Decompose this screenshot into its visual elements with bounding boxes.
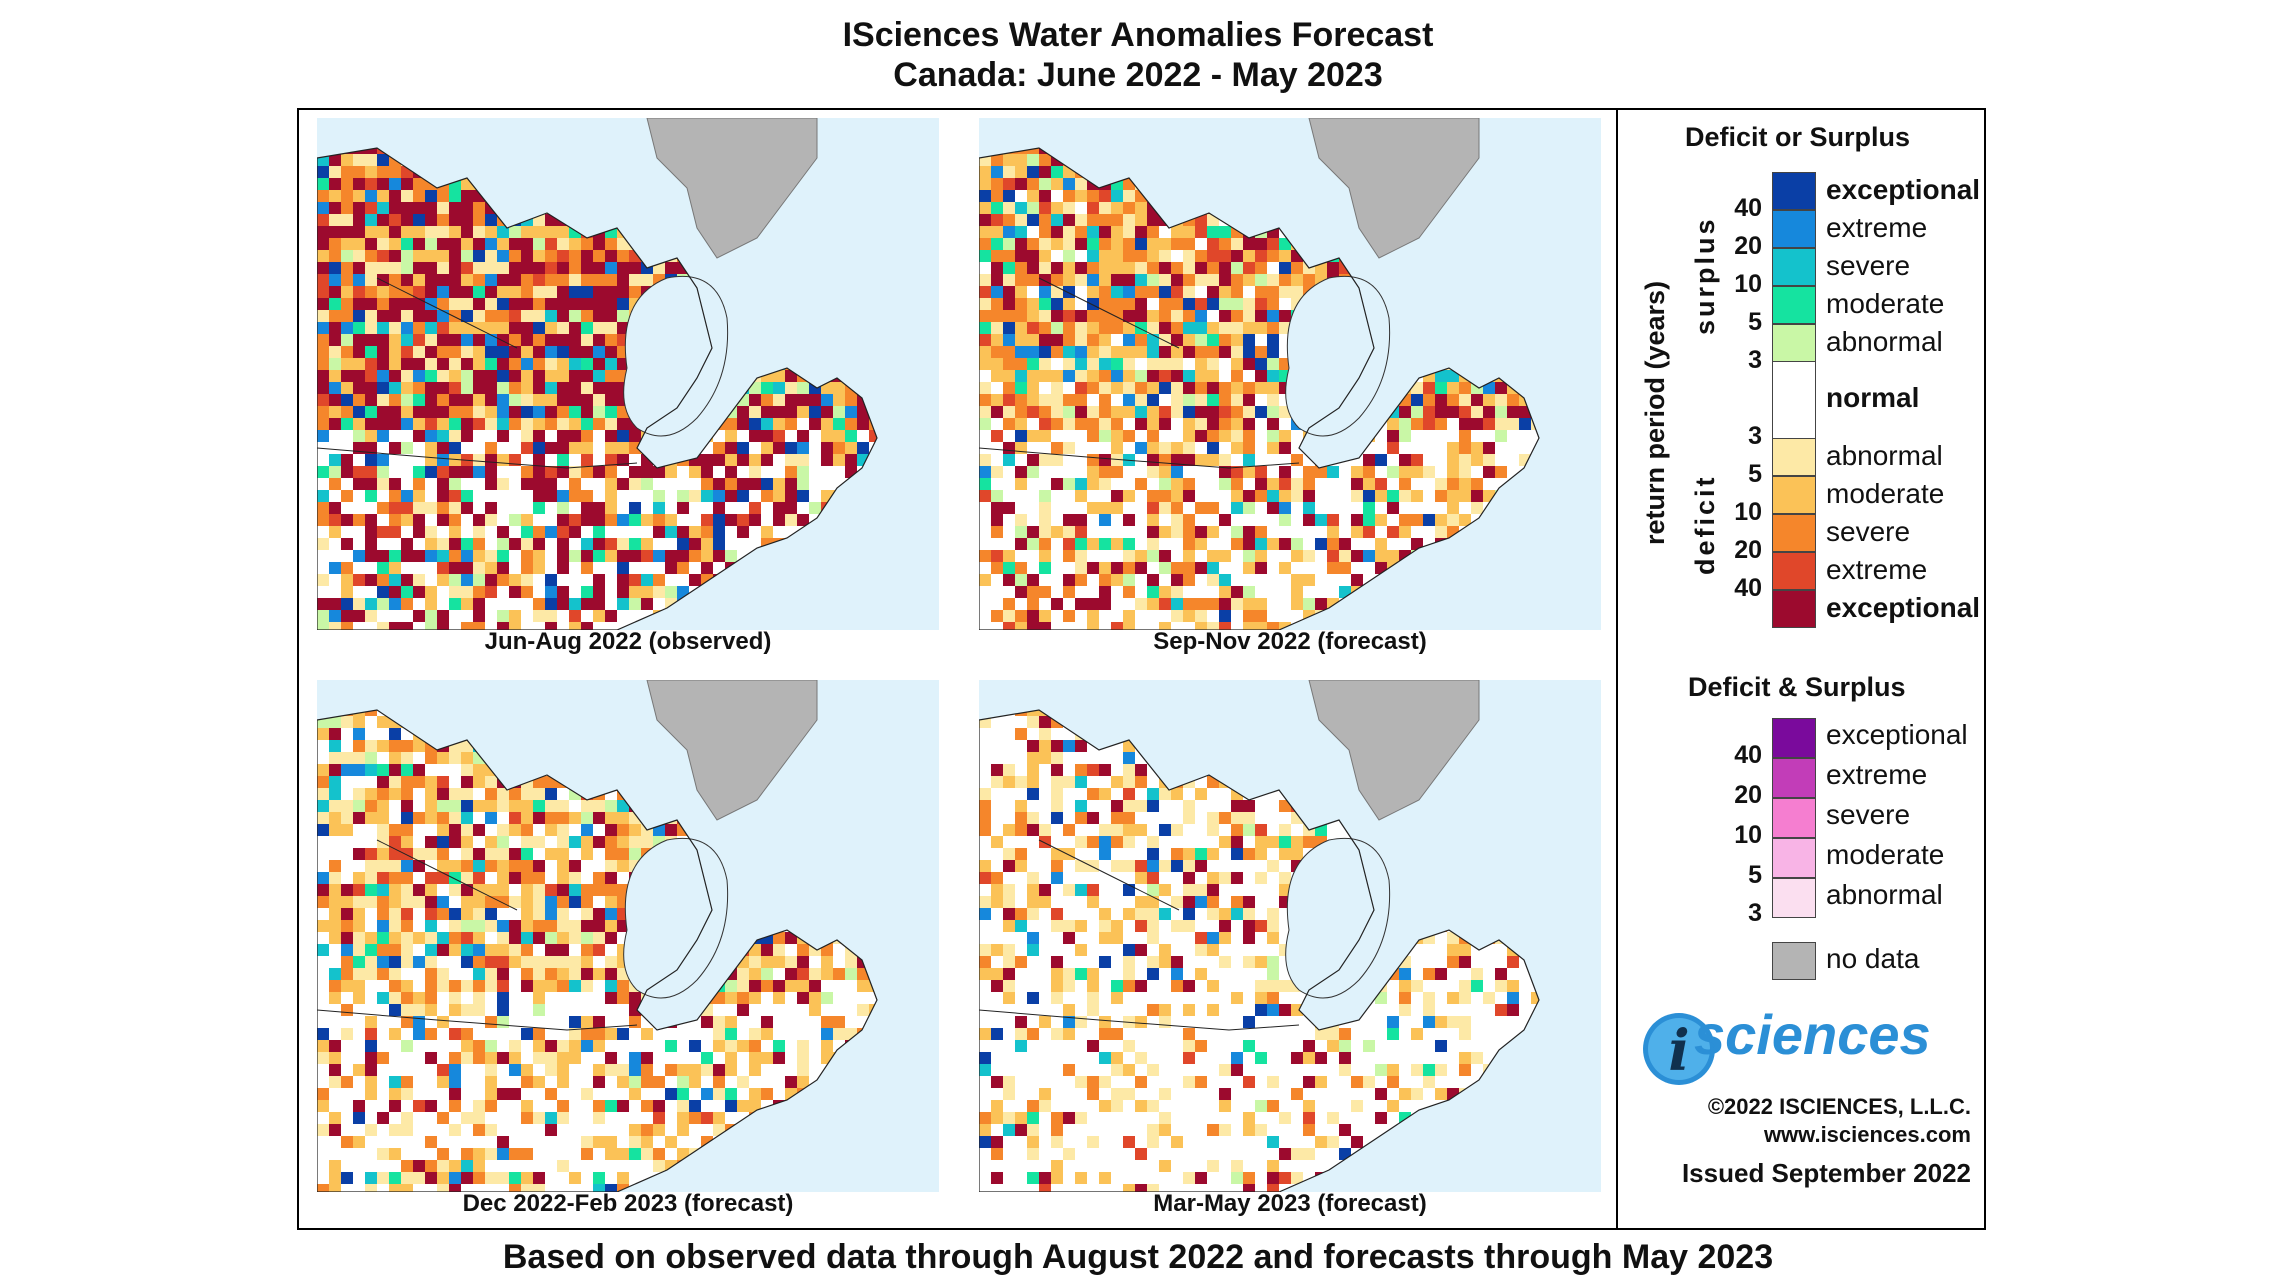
legend-title-deficit-or-surplus: Deficit or Surplus <box>1685 122 1911 152</box>
legend-number: 10 <box>1734 270 1762 298</box>
legend-swatch-both-moderate <box>1772 838 1816 878</box>
copyright-text: ©2022 ISCIENCES, L.L.C. <box>1707 1094 1971 1119</box>
legend-swatch-both-abnormal <box>1772 878 1816 918</box>
legend-label: extreme <box>1826 759 1928 790</box>
legend-label-no-data: no data <box>1826 943 1920 974</box>
legend-number: 5 <box>1748 861 1762 889</box>
figure-frame <box>297 108 1986 1230</box>
panel-caption: Dec 2022-Feb 2023 (forecast) <box>462 1190 794 1217</box>
legend-label-normal: normal <box>1826 382 1920 413</box>
legend-swatch-deficit-severe <box>1772 514 1816 552</box>
legend-swatch-deficit-moderate <box>1772 476 1816 514</box>
legend-title-deficit-and-surplus: Deficit & Surplus <box>1688 672 1906 702</box>
legend-number: 10 <box>1734 821 1762 849</box>
legend-number: 20 <box>1734 232 1762 260</box>
legend-number: 3 <box>1748 346 1762 374</box>
legend-number: 5 <box>1748 460 1762 488</box>
issued-date: Issued September 2022 <box>1681 1158 1971 1188</box>
frame-divider <box>1616 108 1618 1230</box>
legend-swatch-both-severe <box>1772 798 1816 838</box>
map-panel-jun-aug <box>317 118 939 630</box>
map-title: ISciences Water Anomalies Forecast <box>842 16 1434 54</box>
legend-swatch-normal <box>1772 362 1816 438</box>
legend-label: moderate <box>1826 839 1945 870</box>
map-subtitle: Canada: June 2022 - May 2023 <box>893 56 1383 94</box>
legend-label: exceptional <box>1826 174 1981 205</box>
legend-swatch-surplus-extreme <box>1772 210 1816 248</box>
legend-label: extreme <box>1826 212 1928 243</box>
legend-surplus-label: surplus <box>1690 216 1720 335</box>
legend-swatch-both-exceptional <box>1772 718 1816 758</box>
legend-label: moderate <box>1826 288 1945 319</box>
legend-label: moderate <box>1826 478 1945 509</box>
panel-caption: Sep-Nov 2022 (forecast) <box>1153 628 1427 655</box>
legend-number: 3 <box>1748 899 1762 927</box>
legend-label: exceptional <box>1826 592 1981 623</box>
legend-swatch-surplus-moderate <box>1772 286 1816 324</box>
footer-note: Based on observed data through August 20… <box>502 1238 1774 1276</box>
legend-label: severe <box>1826 250 1911 281</box>
legend-swatch-surplus-abnormal <box>1772 324 1816 362</box>
map-panel-sep-nov <box>979 118 1601 630</box>
legend-number: 10 <box>1734 498 1762 526</box>
legend-label: abnormal <box>1826 326 1943 357</box>
legend-number: 40 <box>1734 741 1762 769</box>
logo-wordmark: sciences <box>1694 1003 1931 1066</box>
legend-swatch-deficit-extreme <box>1772 552 1816 590</box>
panel-caption: Jun-Aug 2022 (observed) <box>484 628 772 655</box>
legend-label: abnormal <box>1826 440 1943 471</box>
legend-swatch-deficit-exceptional <box>1772 590 1816 628</box>
isciences-logo-icon: i <box>1643 1013 1715 1085</box>
map-panel-mar-may <box>979 680 1601 1192</box>
legend-swatch-deficit-abnormal <box>1772 438 1816 476</box>
legend-number: 40 <box>1734 194 1762 222</box>
legend-number: 40 <box>1734 574 1762 602</box>
website-text: www.isciences.com <box>1763 1122 1971 1147</box>
panel-caption: Mar-May 2023 (forecast) <box>1153 1190 1427 1217</box>
legend-swatch-no-data <box>1772 942 1816 980</box>
legend-swatch-surplus-severe <box>1772 248 1816 286</box>
legend-swatch-surplus-exceptional <box>1772 172 1816 210</box>
legend-number: 3 <box>1748 422 1762 450</box>
legend-number: 20 <box>1734 536 1762 564</box>
legend-deficit-label: deficit <box>1690 474 1720 575</box>
legend-label: exceptional <box>1826 719 1968 750</box>
legend-label: severe <box>1826 799 1911 830</box>
map-panel-dec-feb <box>317 680 939 1192</box>
legend-label: severe <box>1826 516 1911 547</box>
legend-axis-label: return period (years) <box>1640 280 1670 545</box>
legend-label: extreme <box>1826 554 1928 585</box>
legend-swatch-both-extreme <box>1772 758 1816 798</box>
legend-number: 5 <box>1748 308 1762 336</box>
legend-number: 20 <box>1734 781 1762 809</box>
legend-label: abnormal <box>1826 879 1943 910</box>
